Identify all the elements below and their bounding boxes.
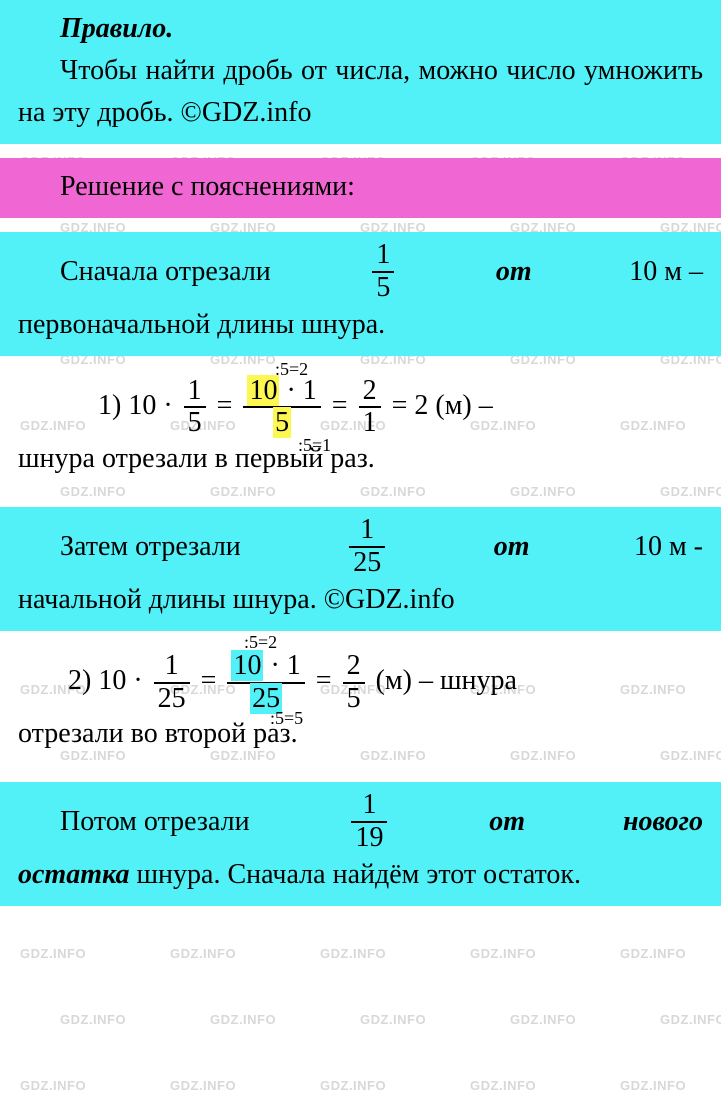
frac-den: 25 [349, 546, 385, 579]
step3-line2: остатка шнура. Сначала найдём этот остат… [18, 854, 703, 896]
rule-title: Правило. [18, 8, 703, 50]
spacer [0, 493, 721, 507]
step2-text-b: 10 м - [634, 526, 703, 568]
eq2-f3: 2 5 [343, 651, 365, 715]
eq2-f1: 1 25 [154, 651, 190, 715]
frac-num: 2 [343, 651, 365, 682]
frac-num: 1 [184, 376, 206, 407]
spacer [0, 218, 721, 232]
step1-fraction: 1 5 [372, 240, 394, 304]
step1-text-b: 10 м – [629, 251, 703, 293]
f2-num-b: · 1 [263, 650, 300, 681]
step3-ot: от [489, 801, 525, 843]
frac-den: 5 [372, 271, 394, 304]
eq2-anno-bot: :5=5 [270, 707, 303, 730]
rule-body: Чтобы найти дробь от числа, можно число … [18, 50, 703, 134]
eq1-f3: 2 1 [359, 376, 381, 440]
rule-block: Правило. Чтобы найти дробь от числа, мож… [0, 0, 721, 144]
frac-num: 1 [154, 651, 190, 682]
frac-den: 5 [343, 682, 365, 715]
step1-text-c: первоначальной длины шнура. [18, 304, 703, 346]
step2-text-c: начальной длины шнура. ©GDZ.info [18, 579, 703, 621]
frac-num: 10 · 1 [227, 651, 304, 682]
step3-text-c: остатка [18, 859, 129, 890]
equals: = [316, 665, 332, 696]
frac-num: 2 [359, 376, 381, 407]
step2-ot: от [494, 526, 530, 568]
eq1-caption: шнура отрезали в первый раз. [0, 443, 721, 493]
equals: = [217, 390, 233, 421]
frac-den: 1 [359, 406, 381, 439]
step2-text-a: Затем отрезали [18, 526, 241, 568]
eq1-label: 1) [98, 390, 121, 421]
step3-text-a: Потом отрезали [18, 801, 250, 843]
eq1-lhs: 10 · [128, 390, 172, 421]
frac-num: 1 [349, 515, 385, 546]
frac-num: 1 [351, 790, 387, 821]
step1-ot: от [496, 251, 532, 293]
equation1: :5=2 1) 10 · 1 5 = 10 · 1 5 = 2 1 = 2 (м… [0, 356, 721, 444]
frac-den: 25 [154, 682, 190, 715]
eq2-lhs: 10 · [98, 665, 142, 696]
solution-header: Решение с пояснениями: [0, 158, 721, 218]
eq1-anno-bot: :5=1 [298, 434, 331, 457]
frac-den: 19 [351, 821, 387, 854]
hl-num: 10 [231, 650, 263, 681]
frac-den: 5 [184, 406, 206, 439]
spacer [0, 768, 721, 782]
step3-text-d: шнура. Сначала найдём этот остаток. [129, 859, 581, 890]
equals: = [201, 665, 217, 696]
eq2-anno-top: :5=2 [244, 631, 277, 654]
eq2-tail: (м) – шнура [376, 665, 517, 696]
step3-text-b: нового [623, 801, 703, 843]
eq1-f2: 10 · 1 5 [243, 376, 320, 440]
spacer [0, 144, 721, 158]
step3-fraction: 1 19 [351, 790, 387, 854]
eq2-f2: 10 · 1 25 [227, 651, 304, 715]
eq2-caption: отрезали во второй раз. [0, 718, 721, 768]
equals: = [332, 390, 348, 421]
step1-text-a: Сначала отрезали [18, 251, 271, 293]
equation2: :5=2 2) 10 · 1 25 = 10 · 1 25 = 2 5 (м) … [0, 631, 721, 719]
step2-fraction: 1 25 [349, 515, 385, 579]
step3-block: Потом отрезали 1 19 от нового остатка шн… [0, 782, 721, 906]
frac-num: 1 [372, 240, 394, 271]
rule-title-text: Правило. [60, 13, 173, 44]
eq1-f1: 1 5 [184, 376, 206, 440]
step2-block: Затем отрезали 1 25 от 10 м - начальной … [0, 507, 721, 631]
eq1-tail: = 2 (м) – [392, 390, 493, 421]
eq2-label: 2) [68, 665, 91, 696]
hl-den: 5 [273, 407, 291, 438]
step1-block: Сначала отрезали 1 5 от 10 м – первонача… [0, 232, 721, 356]
eq1-anno-top: :5=2 [275, 358, 308, 381]
